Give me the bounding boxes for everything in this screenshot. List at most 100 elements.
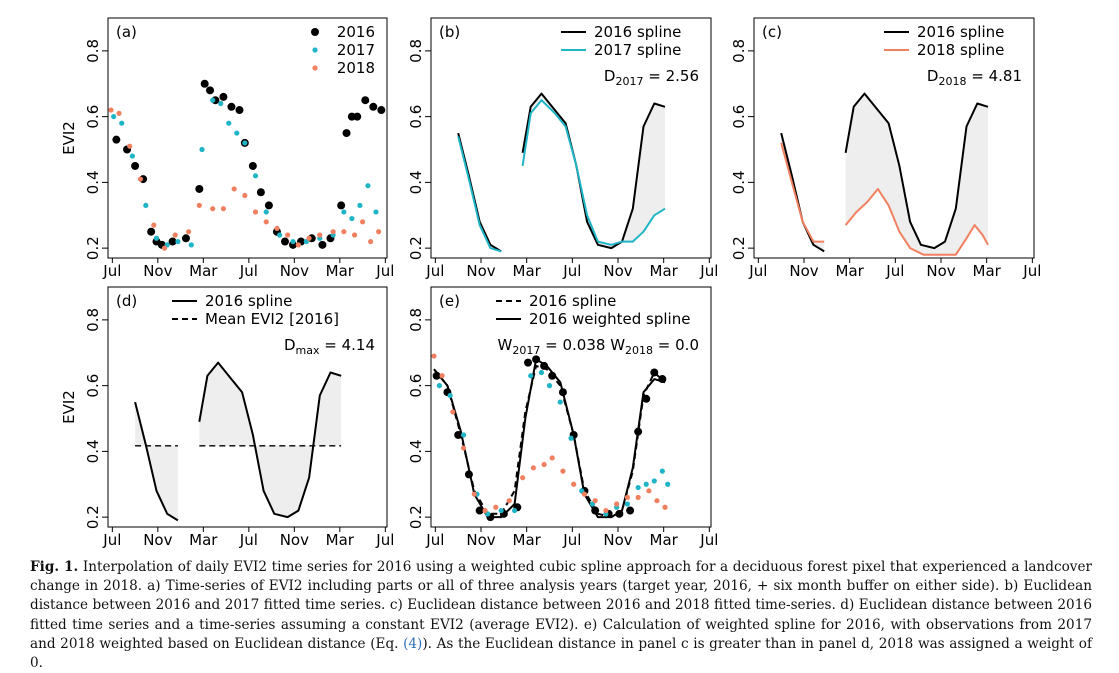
data-point-2016 xyxy=(650,368,659,377)
data-point-2017 xyxy=(373,209,379,215)
panel-e-frame xyxy=(430,286,712,528)
data-point-2017 xyxy=(538,369,545,376)
series-line-2017-spline xyxy=(521,99,666,246)
data-point-2016 xyxy=(227,102,236,111)
data-point-2018 xyxy=(263,219,269,225)
x-tick-label: Mar xyxy=(189,262,218,280)
data-point-2017 xyxy=(277,232,283,238)
distance-annotation: D2018 = 4.81 xyxy=(927,67,1022,88)
data-point-2017 xyxy=(188,242,194,248)
x-tick-label: Jul xyxy=(239,262,258,280)
x-tick-label: Nov xyxy=(603,262,632,280)
figure: (a) 0.2 0.4 0.6 0.8 EVI2 Jul Nov Mar Jul Nov Mar Jul… xyxy=(60,17,1041,549)
data-point-2016 xyxy=(200,79,209,88)
series-line-2016-spline xyxy=(521,92,666,250)
equation-reference-link[interactable]: (4) xyxy=(403,635,423,652)
x-tick-label: Nov xyxy=(466,531,495,549)
y-tick-label: 0.8 xyxy=(407,39,425,63)
series-line-2018-spline xyxy=(844,188,989,256)
x-tick-label: Jul xyxy=(885,262,904,280)
data-point-2017 xyxy=(210,97,216,103)
difference-area xyxy=(199,362,342,518)
data-point-2016 xyxy=(432,371,441,380)
data-point-2017 xyxy=(129,153,136,159)
data-point-2018 xyxy=(614,501,620,507)
data-point-2017 xyxy=(111,114,117,120)
series-line-2016-spline xyxy=(433,364,666,519)
x-tick-label: Jul xyxy=(102,262,121,280)
data-point-2018 xyxy=(493,504,499,510)
panel-b-label: (b) xyxy=(439,23,460,41)
data-point-2017 xyxy=(651,478,657,484)
data-point-2018 xyxy=(635,494,641,501)
y-tick-label: 0.6 xyxy=(407,374,425,398)
x-tick-label: Mar xyxy=(650,531,679,549)
legend-label: 2016 spline xyxy=(594,23,681,41)
y-tick-label: 0.4 xyxy=(84,170,102,194)
legend-label: 2016 weighted spline xyxy=(529,310,690,328)
x-tick-label: Nov xyxy=(466,262,495,280)
x-tick-label: Nov xyxy=(926,262,955,280)
panel-d-frame xyxy=(107,286,388,528)
x-tick-label: Mar xyxy=(836,262,865,280)
data-point-2016 xyxy=(131,161,140,170)
data-point-2016 xyxy=(548,371,557,380)
x-tick-label: Mar xyxy=(650,262,679,280)
series-line-2016-spline xyxy=(134,401,179,522)
y-tick-label: 0.4 xyxy=(84,439,102,463)
data-point-2017 xyxy=(447,392,453,399)
legend-label: Mean EVI2 [2016] xyxy=(205,310,339,328)
data-point-2016 xyxy=(342,129,351,138)
x-tick-label: Nov xyxy=(603,531,632,549)
x-tick-label: Jul xyxy=(748,262,767,280)
data-point-2016 xyxy=(264,201,273,210)
data-point-2018 xyxy=(231,186,237,192)
data-point-2017 xyxy=(624,501,631,507)
data-point-2018 xyxy=(210,206,216,212)
data-point-2018 xyxy=(439,373,445,379)
legend-label: 2017 xyxy=(337,41,375,59)
data-point-2016 xyxy=(168,237,177,246)
data-point-2018 xyxy=(351,232,358,238)
y-tick-label: 0.2 xyxy=(730,236,748,260)
distance-annotation: D2017 = 2.56 xyxy=(604,67,699,88)
difference-area xyxy=(845,93,989,255)
x-tick-label: Nov xyxy=(789,262,818,280)
data-point-2018 xyxy=(359,219,366,225)
y-tick-label: 0.4 xyxy=(407,439,425,463)
x-tick-label: Jul xyxy=(699,262,718,280)
data-point-2018 xyxy=(127,143,133,149)
data-point-2017 xyxy=(659,468,665,474)
x-tick-label: Nov xyxy=(143,262,172,280)
data-point-2016 xyxy=(206,86,215,95)
data-point-2016 xyxy=(626,506,635,515)
data-point-2018 xyxy=(116,110,122,116)
data-point-2016 xyxy=(147,227,156,236)
data-point-2017 xyxy=(546,383,553,389)
y-tick-label: 0.8 xyxy=(84,39,102,63)
data-point-2017 xyxy=(349,215,355,222)
data-point-2018 xyxy=(581,491,588,497)
data-point-2016 xyxy=(558,388,567,397)
data-point-2016 xyxy=(524,358,533,367)
x-tick-label: Mar xyxy=(189,531,218,549)
data-point-2018 xyxy=(460,445,467,451)
data-point-2018 xyxy=(317,232,323,238)
legend-label: 2016 spline xyxy=(205,292,292,310)
data-point-2018 xyxy=(431,353,437,359)
series-line-2016-spline xyxy=(780,132,825,253)
y-tick-label: 0.6 xyxy=(407,105,425,129)
data-point-2018 xyxy=(530,465,536,471)
data-point-2017 xyxy=(119,120,125,126)
data-point-2017 xyxy=(175,238,181,245)
legend-label: 2018 xyxy=(337,59,375,77)
data-point-2016 xyxy=(112,135,121,144)
data-point-2018 xyxy=(624,494,631,501)
y-tick-label: 0.6 xyxy=(84,374,102,398)
y-tick-label: 0.8 xyxy=(730,39,748,63)
y-tick-label: 0.2 xyxy=(84,236,102,260)
series-line-2017-spline xyxy=(457,136,502,253)
data-point-2018 xyxy=(242,192,248,199)
data-point-2018 xyxy=(295,242,301,248)
difference-area xyxy=(458,133,502,252)
